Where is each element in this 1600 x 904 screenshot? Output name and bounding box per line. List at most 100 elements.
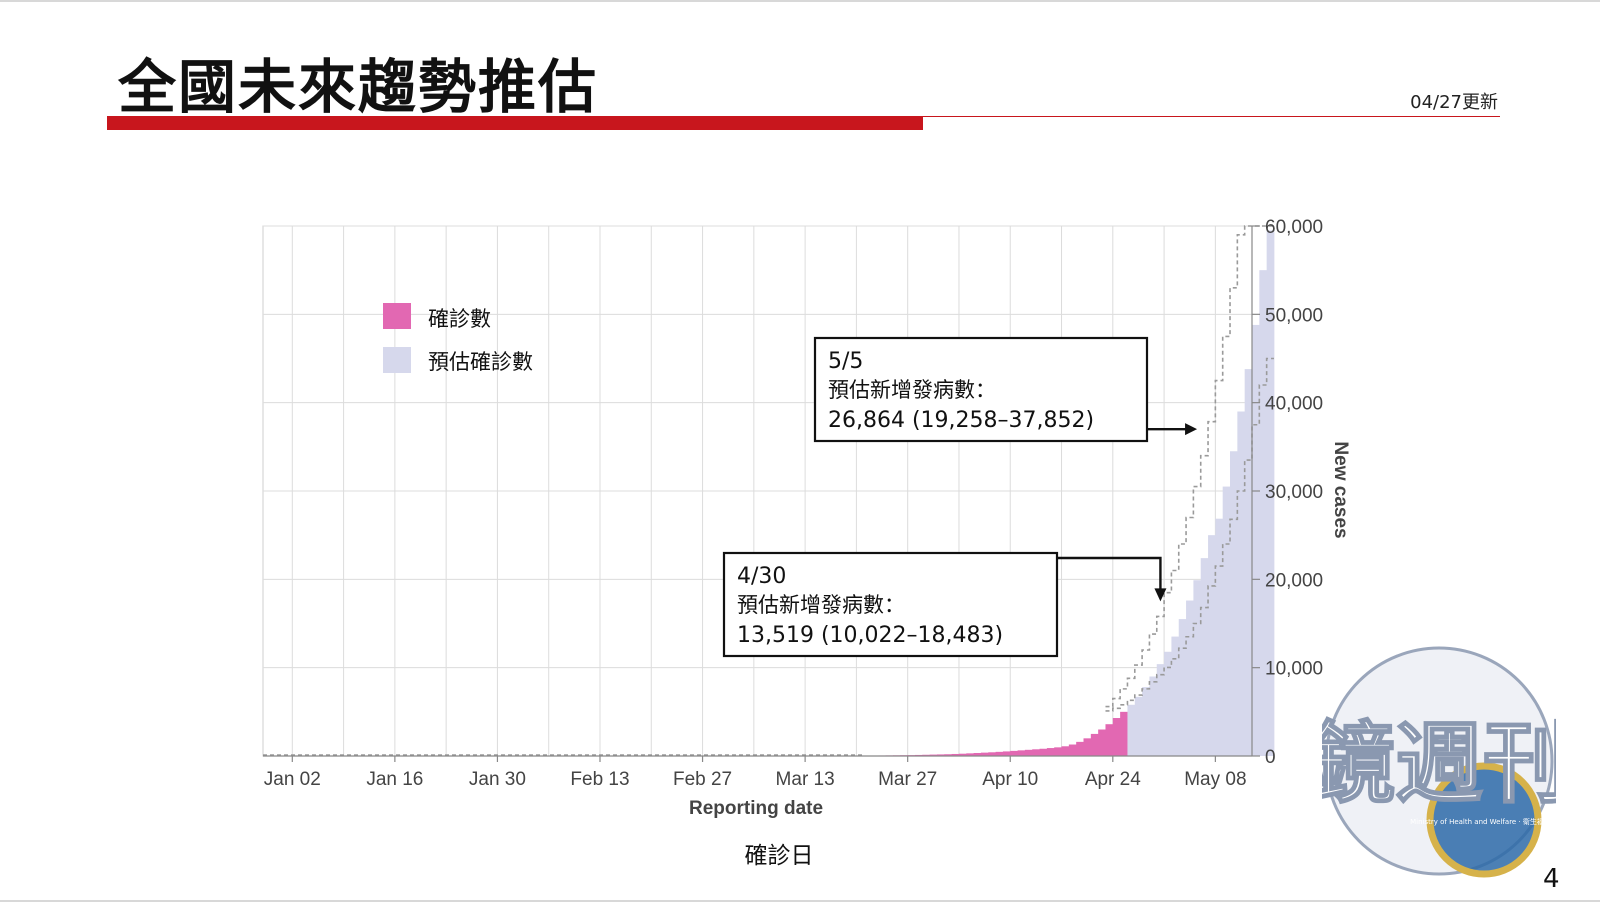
confirmed-bar xyxy=(980,752,989,756)
legend-label-projected: 預估確診數 xyxy=(428,350,533,374)
projected-bar xyxy=(1244,369,1253,756)
y-tick-label: 10,000 xyxy=(1265,659,1323,680)
update-date: 04/27更新 xyxy=(1410,92,1498,113)
chart-legend: 確診數 預估確診數 xyxy=(383,303,533,374)
confirmed-bar xyxy=(1112,718,1121,756)
x-tick-label: Jan 16 xyxy=(366,769,423,790)
projected-bar xyxy=(1266,230,1275,756)
x-caption: 確診日 xyxy=(745,843,814,869)
callout-date: 5/5 xyxy=(828,349,863,374)
confirmed-bar xyxy=(1098,729,1106,756)
projected-bar xyxy=(1259,270,1268,756)
confirmed-bar xyxy=(1054,747,1062,756)
callout-value: 26,864 (19,258–37,852) xyxy=(828,408,1094,433)
bottom-divider xyxy=(0,900,1600,902)
projected-bar xyxy=(1164,651,1172,756)
callout-value: 13,519 (10,022–18,483) xyxy=(737,623,1003,648)
confirmed-bar xyxy=(936,754,945,756)
interval-lines xyxy=(263,225,1274,756)
slide-title: 全國未來趨勢推估 xyxy=(118,53,599,121)
callout-box xyxy=(813,336,1149,443)
legend-label-confirmed: 確診數 xyxy=(428,307,491,331)
projected-bar xyxy=(1178,619,1187,756)
confirmed-bar xyxy=(1024,749,1033,756)
projected-bar xyxy=(1193,580,1202,756)
projected-bar xyxy=(1208,535,1216,756)
confirmed-bar xyxy=(1090,733,1099,756)
watermark-logo: Ministry of Health and Welfare · 衛生福利部 鏡… xyxy=(1322,646,1556,878)
confirmed-bar xyxy=(1039,748,1048,756)
callout-date: 4/30 xyxy=(737,564,786,589)
y-tick-label: 30,000 xyxy=(1265,482,1323,503)
legend-swatch-projected xyxy=(383,347,411,373)
page-number: 4 xyxy=(1543,864,1560,894)
annotation-callout: 4/30 預估新增發病數： 13,519 (10,022–18,483) xyxy=(722,551,1167,658)
projected-bar xyxy=(1156,664,1165,756)
upper-interval-line xyxy=(1105,225,1274,708)
confirmed-bar xyxy=(1017,750,1026,756)
projected-bar xyxy=(1134,696,1143,756)
y-tick-label: 60,000 xyxy=(1265,217,1323,238)
confirmed-bar xyxy=(988,752,996,756)
projected-bar xyxy=(1186,600,1194,756)
y-tick-label: 50,000 xyxy=(1265,305,1323,326)
projected-bar xyxy=(1149,676,1158,756)
projected-bar xyxy=(1127,704,1136,756)
annotations: 5/5 預估新增發病數： 26,864 (19,258–37,852) 4/30 預估新… xyxy=(722,336,1198,658)
projected-bar xyxy=(1230,451,1238,756)
y-tick-label: 20,000 xyxy=(1265,570,1323,591)
top-divider xyxy=(0,0,1600,2)
confirmed-bar xyxy=(1010,750,1018,756)
title-red-bar xyxy=(107,116,923,130)
x-tick-label: Apr 10 xyxy=(982,769,1038,790)
x-tick-label: Feb 27 xyxy=(673,769,732,790)
y-axis-label: New cases xyxy=(1330,441,1351,538)
x-axis-label: Reporting date xyxy=(689,798,823,819)
confirmed-bar xyxy=(995,751,1004,756)
x-tick-label: Mar 13 xyxy=(776,769,835,790)
x-tick-label: Jan 30 xyxy=(469,769,526,790)
projected-bar xyxy=(1142,687,1150,756)
confirmed-bar xyxy=(922,754,931,756)
projected-bar xyxy=(1200,558,1209,756)
annotation-callout: 5/5 預估新增發病數： 26,864 (19,258–37,852) xyxy=(813,336,1198,443)
confirmed-bar xyxy=(973,752,982,756)
confirmed-bar xyxy=(1083,738,1092,756)
projected-bar xyxy=(1171,636,1180,756)
legend-swatch-confirmed xyxy=(383,303,411,329)
x-tick-label: Mar 27 xyxy=(878,769,937,790)
projected-bars xyxy=(1127,230,1275,756)
projected-bar xyxy=(1252,324,1260,756)
x-tick-label: Feb 13 xyxy=(570,769,629,790)
callout-box xyxy=(722,551,1059,658)
confirmed-bar xyxy=(1032,749,1040,756)
y-tick-label: 0 xyxy=(1265,747,1276,768)
projected-bar xyxy=(1237,411,1246,756)
callout-arrowhead xyxy=(1154,588,1167,602)
confirmed-bar xyxy=(1046,748,1055,756)
confirmed-bar xyxy=(1120,711,1128,756)
chart-axes: 0 10,000 20,000 30,000 40,000 50,000 60,000 Jan… xyxy=(263,217,1323,790)
projected-bar xyxy=(1222,486,1231,756)
confirmed-bar xyxy=(1105,724,1114,756)
confirmed-bar xyxy=(1061,746,1070,756)
confirmed-bar xyxy=(1076,741,1084,756)
watermark-seal-text: Ministry of Health and Welfare · 衛生福利部 xyxy=(1410,817,1556,826)
x-tick-label: May 08 xyxy=(1184,769,1246,790)
lower-interval-line xyxy=(1105,357,1274,712)
confirmed-bar xyxy=(1068,744,1077,756)
callout-line: 預估新增發病數： xyxy=(737,593,905,617)
title-thin-rule xyxy=(923,116,1500,117)
watermark-text: 鏡週刊 xyxy=(1322,712,1556,815)
confirmed-bar xyxy=(966,753,975,756)
confirmed-bar xyxy=(929,754,938,756)
confirmed-bar xyxy=(958,753,967,756)
chart-grid xyxy=(262,225,1253,757)
x-tick-label: Jan 02 xyxy=(264,769,321,790)
projected-bar xyxy=(1215,518,1224,756)
y-tick-label: 40,000 xyxy=(1265,394,1323,415)
callout-arrow-line xyxy=(1057,556,1162,590)
confirmed-bar xyxy=(951,753,960,756)
confirmed-bar xyxy=(1002,751,1011,756)
